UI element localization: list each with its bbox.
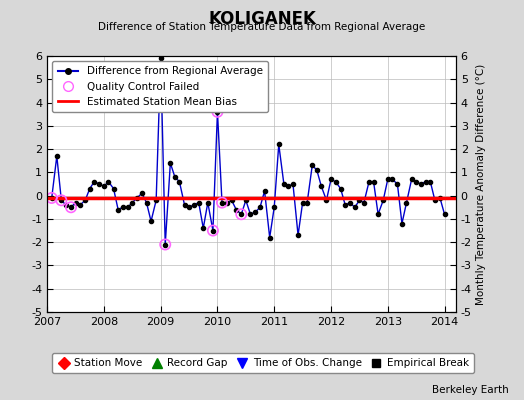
Point bbox=[67, 204, 75, 210]
Point bbox=[237, 211, 246, 218]
Point bbox=[48, 195, 56, 201]
Text: Difference of Station Temperature Data from Regional Average: Difference of Station Temperature Data f… bbox=[99, 22, 425, 32]
Point bbox=[209, 227, 217, 234]
Point bbox=[218, 200, 226, 206]
Legend: Station Move, Record Gap, Time of Obs. Change, Empirical Break: Station Move, Record Gap, Time of Obs. C… bbox=[52, 353, 474, 374]
Point bbox=[57, 197, 66, 204]
Y-axis label: Monthly Temperature Anomaly Difference (°C): Monthly Temperature Anomaly Difference (… bbox=[476, 63, 486, 305]
Text: Berkeley Earth: Berkeley Earth bbox=[432, 385, 508, 395]
Point bbox=[161, 241, 169, 248]
Text: KOLIGANEK: KOLIGANEK bbox=[208, 10, 316, 28]
Point bbox=[213, 109, 222, 115]
